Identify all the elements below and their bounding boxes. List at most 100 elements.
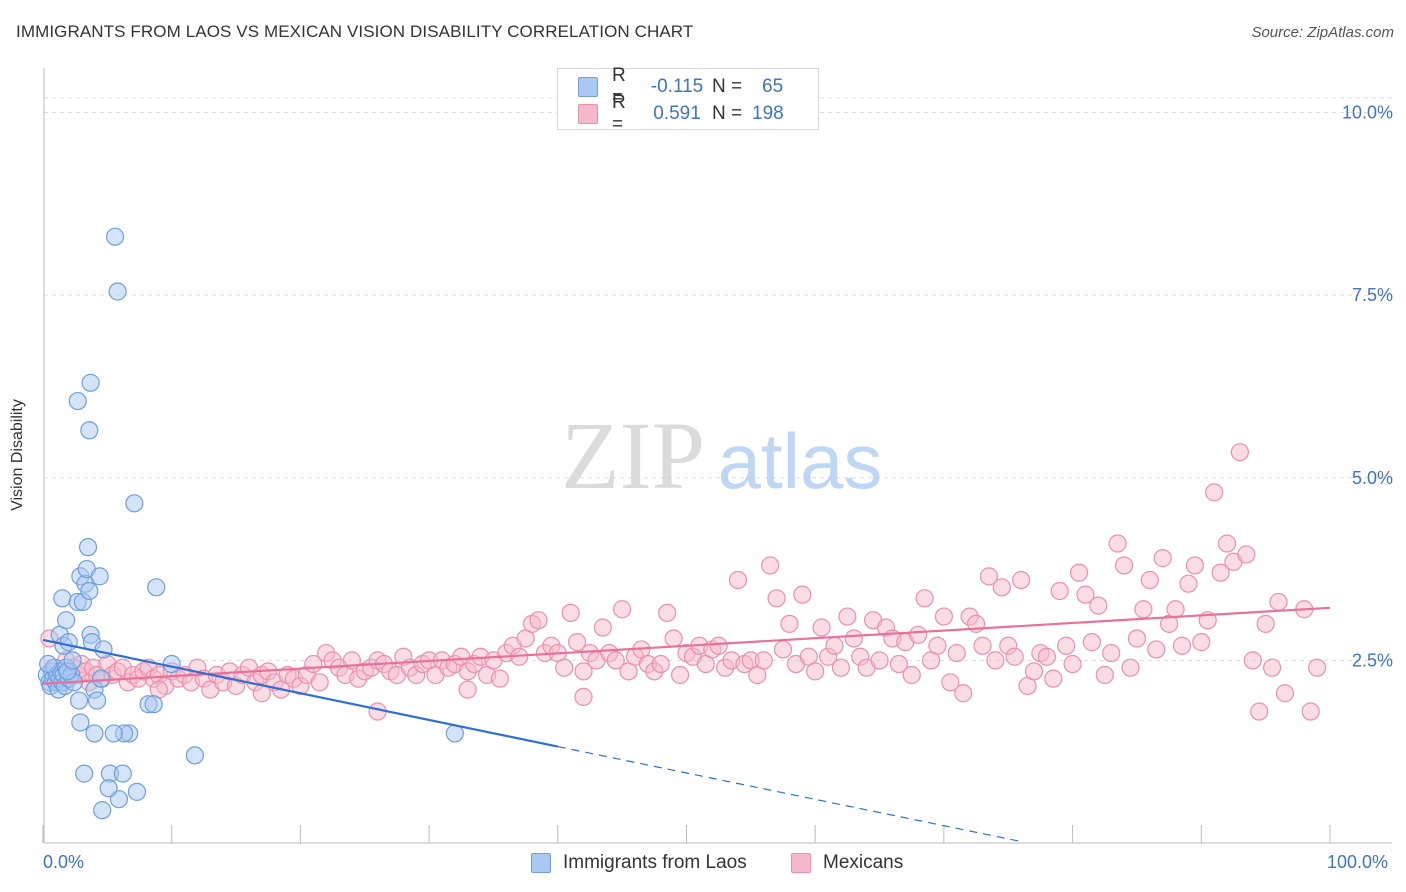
mexicans-point [1205,483,1224,502]
legend-r-value: -0.115 [650,76,704,97]
laos-point [63,651,82,670]
laos-points [37,227,464,820]
mexicans-point [1217,534,1237,553]
laos-point [147,578,166,597]
mexicans-point [1005,647,1024,666]
laos-point [144,695,163,714]
mexicans-point [870,651,889,670]
laos-point [53,589,72,608]
mexicans-point [780,614,799,633]
laos-point [90,567,109,586]
laos-point [71,713,90,732]
laos-point [94,640,113,659]
mexicans-point [992,578,1011,597]
legend-item-label: Mexicans [823,852,904,873]
mexicans-point [1256,614,1275,633]
legend-row-laos: R = -0.115 N = 65 [578,65,784,108]
laos-point [105,227,125,246]
mexicans-point [1172,636,1192,655]
mexicans-point [529,611,548,630]
mexicans-point [1102,643,1121,663]
legend-n-label: N = [712,76,743,97]
laos-point [80,421,99,440]
mexicans-point [793,585,812,604]
laos-point [39,654,58,674]
mexicans-point [613,600,632,619]
mexicans-point [1166,600,1185,619]
mexicans-legend-swatch [791,853,811,873]
mexicans-point [1275,684,1295,703]
mexicans-point [561,603,580,623]
mexicans-point [838,607,857,626]
mexicans-point [1140,570,1159,590]
mexicans-point [490,669,509,688]
mexicans-point [915,589,934,608]
laos-point [80,581,99,601]
mexicans-point [1057,636,1076,655]
mexicans-point [574,687,593,707]
laos-point [127,782,147,801]
mexicans-point [947,643,966,663]
mexicans-point [889,654,908,674]
y-tick-labels: 2.5% 5.0% 7.5% 10.0% [1342,103,1393,671]
mexicans-point [1044,669,1063,688]
y-axis-label: Vision Disability [9,399,26,511]
mexicans-point [812,618,831,637]
mexicans-point [1076,585,1095,604]
mexicans-point [1192,633,1211,652]
laos-point [57,611,76,630]
mexicans-point [1147,640,1166,659]
laos-point [99,779,118,798]
mexicans-point [1153,549,1172,568]
laos-point [87,691,107,710]
mexicans-point [902,665,921,685]
laos-point [113,764,132,783]
mexicans-point [1121,658,1140,677]
mexicans-point [1114,556,1134,575]
mexicans-point [664,629,683,648]
watermark-zip: ZIP [561,402,705,509]
laos-point [104,724,123,743]
legend-item-label: Immigrants from Laos [563,852,747,873]
mexicans-point [555,658,574,677]
mexicans-point [1308,658,1327,677]
legend-r-label: R = [612,92,626,135]
mexicans-point [1301,702,1320,721]
mexicans-point [979,567,999,586]
laos-point [78,538,98,557]
mexicans-point [1262,658,1282,677]
chart-title: IMMIGRANTS FROM LAOS VS MEXICAN VISION D… [16,22,694,41]
y-tick-label: 2.5% [1352,650,1393,670]
laos-trend-extension [557,745,1022,843]
legend-n-value: 65 [762,76,784,97]
mexicans-point [973,636,992,655]
mexicans-point [1269,592,1288,612]
mexicans-point [310,673,329,692]
mexicans-trend-line [42,606,1331,685]
mexicans-point [825,636,844,655]
mexicans-point [1211,563,1230,582]
laos-point [75,764,94,783]
zipatlas-watermark: ZIP atlas [561,402,882,509]
laos-legend-swatch [531,853,551,873]
mexicans-point [1237,545,1256,564]
laos-point [91,669,111,688]
trend-lines [42,606,1331,843]
laos-point [93,801,112,820]
mexicans-point [670,665,690,685]
laos-point [69,691,89,710]
mexicans-point [844,629,863,648]
mexicans-point [1250,702,1269,721]
mexicans-point [1012,570,1031,590]
mexicans-point [773,640,793,659]
legend-n-value: 198 [752,103,784,124]
mexicans-point [1134,600,1153,619]
mexicans-point [1230,443,1250,462]
x-tick-label-min: 0.0% [43,852,85,872]
laos-point [108,282,127,301]
mexicans-point [986,651,1005,670]
laos-point [125,494,144,513]
mexicans-point [941,673,960,692]
mexicans-point [606,651,625,670]
